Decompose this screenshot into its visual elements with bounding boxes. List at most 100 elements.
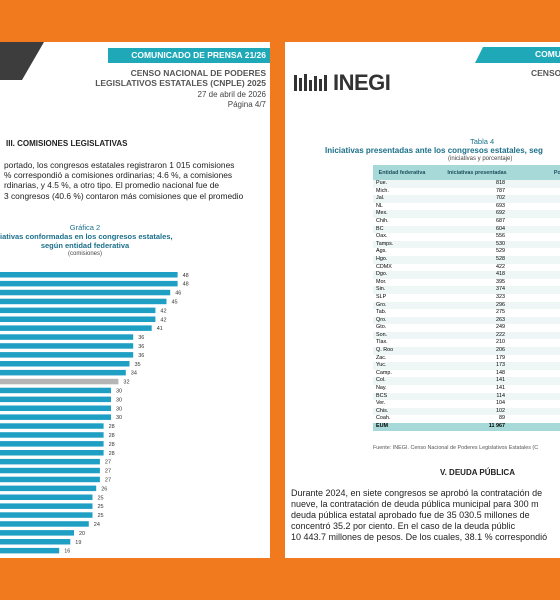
cell-name: Ags. — [376, 248, 387, 255]
bar — [0, 387, 111, 394]
cell-value: 323 — [496, 293, 505, 300]
bar — [0, 334, 134, 340]
bar-label: 34 — [131, 371, 137, 377]
cell-name: Tlax. — [376, 339, 388, 346]
bar-label: 19 — [75, 540, 81, 546]
chart-title: según entidad federativa — [40, 241, 130, 250]
cell-value: 179 — [496, 354, 505, 361]
bar-label: 30 — [116, 397, 122, 403]
table-row: Jal. 702 — [373, 195, 560, 203]
cell-name: Jal. — [376, 195, 385, 202]
table-row: Dgo. 418 — [373, 271, 560, 279]
table-row: Chih. 687 — [373, 217, 560, 226]
bar — [0, 280, 178, 287]
cell-name: Dgo. — [376, 271, 388, 278]
logo: INEGI — [333, 70, 391, 95]
table-row: Camp. 148 — [373, 369, 560, 378]
bar — [0, 307, 156, 314]
total-cell: EUM — [376, 423, 388, 429]
cell-value: 528 — [496, 255, 505, 262]
cell-empty — [523, 400, 560, 408]
cell-name: Nay. — [376, 385, 387, 392]
cell-name: Qro. — [376, 316, 387, 323]
cell-value: 89 — [499, 415, 505, 422]
table-row: Gto. 249 — [373, 324, 560, 332]
bar — [0, 369, 126, 376]
bar-label: 42 — [160, 308, 166, 314]
table-row: BC 604 — [373, 225, 560, 234]
bar-label: 25 — [98, 504, 104, 510]
right-page: INEGI COMUN CENSO Tabla 4 Iniciativas pr… — [285, 42, 560, 558]
section-heading: III. COMISIONES LEGISLATIVAS — [6, 139, 128, 148]
banner: COMUNICADO DE PRENSA 21/26 — [108, 48, 270, 63]
cell-name: Pue. — [376, 180, 388, 186]
bar-label: 41 — [157, 326, 163, 332]
column-header: Iniciativas presentadas — [431, 165, 523, 180]
table-row: Sin. 374 — [373, 286, 560, 294]
table-row: SLP 323 — [373, 293, 560, 302]
cell-empty — [523, 339, 560, 347]
bar — [0, 467, 100, 474]
column-header: Entidad federativa — [373, 165, 431, 180]
title-line: LEGISLATIVOS ESTATALES (CNPLE) 2025 — [95, 78, 266, 88]
table-title: Iniciativas presentadas ante los congres… — [325, 146, 543, 155]
cell-value: 141 — [496, 385, 505, 392]
bar — [0, 521, 89, 527]
cell-name: Son. — [376, 331, 388, 338]
cell-empty — [523, 248, 560, 256]
cell-name: Yuc. — [376, 362, 387, 369]
title-line: CENSO NACIONAL DE PODERES — [130, 68, 266, 78]
cell-name: Oax. — [376, 233, 388, 240]
table-row: Ver. 104 — [373, 400, 560, 408]
cell-value: 206 — [496, 347, 505, 354]
bar — [0, 361, 130, 367]
total-cell: 11 967 — [488, 423, 505, 429]
paragraph-line: concentró 35.2 por ciento. En el caso de… — [291, 521, 516, 531]
cell-value: 148 — [496, 369, 505, 376]
cell-value: 530 — [496, 240, 505, 247]
bar — [0, 396, 111, 403]
cell-empty — [523, 264, 560, 272]
cell-empty — [523, 385, 560, 393]
paragraph-line: % correspondió a comisiones ordinarias; … — [4, 170, 233, 181]
cell-name: BC — [376, 225, 384, 232]
cell-value: 692 — [496, 210, 505, 217]
table-row: Yuc. 173 — [373, 362, 560, 370]
bar — [0, 539, 71, 545]
bar-label: 48 — [183, 273, 189, 279]
bar — [0, 503, 93, 509]
title-fragment: CENSO — [531, 68, 560, 78]
cell-value: 141 — [496, 377, 505, 384]
cell-empty — [523, 188, 560, 196]
left-page: COMUNICADO DE PRENSA 21/26 CENSO NACIONA… — [0, 42, 270, 558]
table-row: Tlax. 210 — [373, 339, 560, 348]
bar-label: 25 — [98, 495, 104, 501]
cell-value: 222 — [496, 331, 505, 338]
bar-label: 28 — [109, 424, 115, 430]
header-shape — [0, 42, 44, 80]
cell-name: Gto. — [376, 324, 387, 331]
cell-value: 687 — [496, 217, 505, 224]
cell-value: 693 — [496, 202, 505, 209]
table-row: Qro. 263 — [373, 316, 560, 325]
cell-value: 529 — [496, 248, 505, 255]
bar — [0, 405, 111, 411]
banner: COMUN — [535, 49, 560, 59]
cell-value: 173 — [496, 362, 505, 369]
table-row: NL 693 — [373, 202, 560, 211]
bar — [0, 378, 119, 385]
cell-name: Coah. — [376, 415, 391, 422]
table: Entidad federativa Iniciativas presentada… — [373, 165, 560, 431]
cell-name: Ver. — [376, 400, 386, 407]
logo-icon — [294, 74, 327, 91]
bar — [0, 316, 156, 322]
table-row: Chis. 102 — [373, 407, 560, 416]
cell-name: NL — [376, 202, 383, 209]
cell-empty — [523, 377, 560, 385]
bar — [0, 530, 74, 536]
cell-empty — [523, 423, 560, 431]
cell-name: Sin. — [376, 286, 386, 293]
bar-label: 26 — [101, 486, 107, 492]
table-row: Mor. 395 — [373, 278, 560, 287]
cell-empty — [523, 415, 560, 423]
